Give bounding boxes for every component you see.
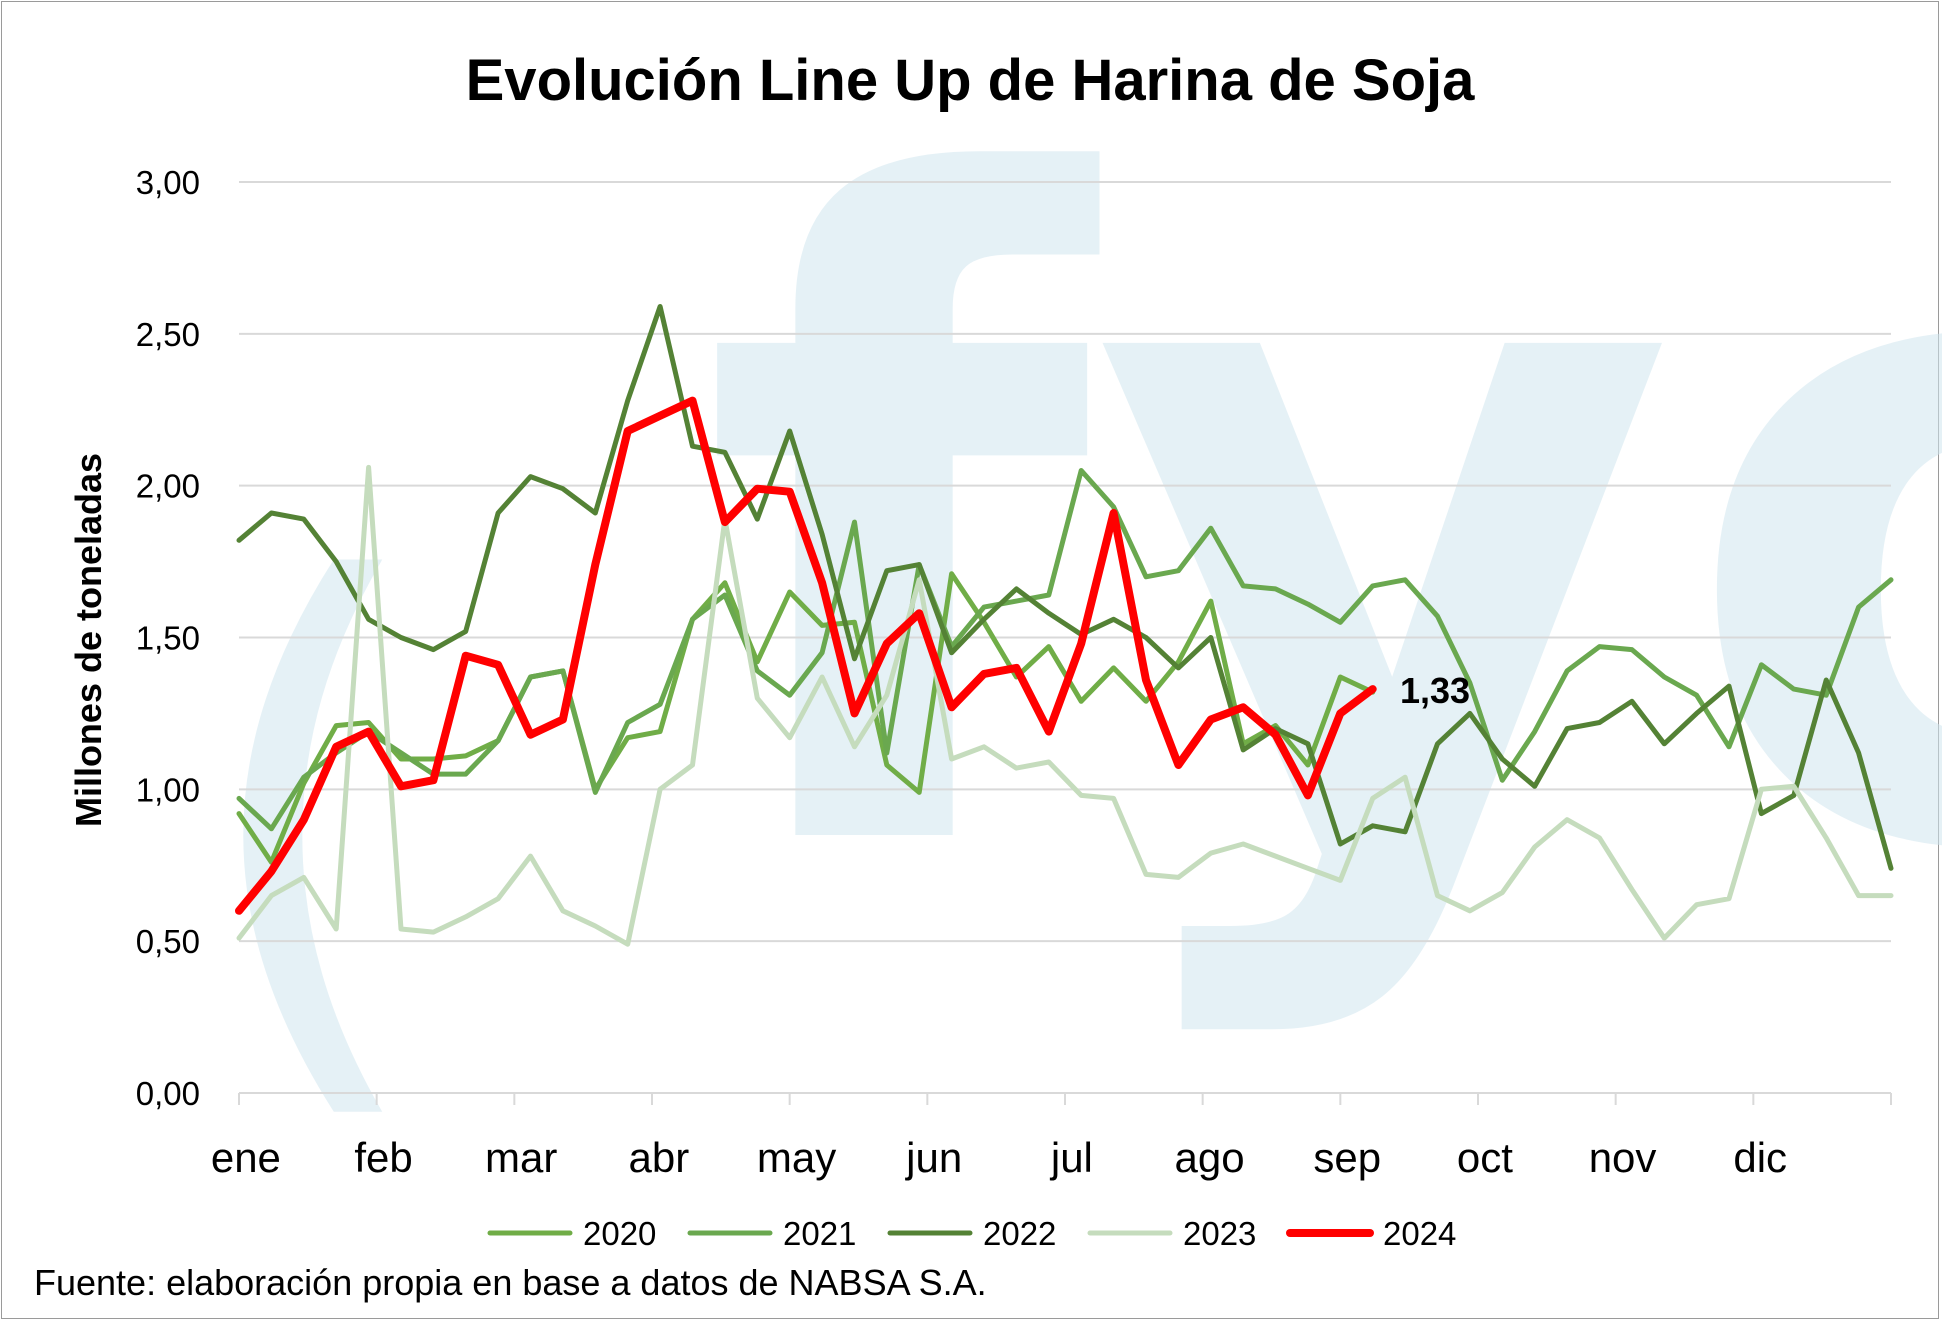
y-tick-label: 0,50: [136, 923, 200, 960]
chart-title: Evolución Line Up de Harina de Soja: [466, 48, 1475, 113]
x-tick-label: abr: [629, 1134, 690, 1181]
y-tick-label: 0,00: [136, 1075, 200, 1112]
legend-label-2021: 2021: [783, 1215, 856, 1252]
y-tick-label: 1,00: [136, 771, 200, 808]
legend: 2020 2021 2022 2023 2024: [487, 1215, 1456, 1252]
legend-label-2023: 2023: [1183, 1215, 1256, 1252]
watermark-logo: ( fyo: [190, 1, 1942, 1177]
x-tick-label: ago: [1175, 1134, 1245, 1181]
y-tick-labels: 0,00 0,50 1,00 1,50 2,00 2,50 3,00: [136, 164, 200, 1112]
series-line-2023: [236, 464, 1894, 947]
x-tick-label: feb: [354, 1134, 412, 1181]
series-line-2024: [235, 396, 1377, 915]
watermark-letters: fyo: [700, 1, 1942, 1048]
y-tick-label: 3,00: [136, 164, 200, 201]
x-tick-label: nov: [1589, 1134, 1657, 1181]
legend-label-2024: 2024: [1383, 1215, 1456, 1252]
y-axis-label: Millones de toneladas: [68, 453, 109, 827]
x-tick-labels: ene feb mar abr may jun jul ago sep oct nov dic: [211, 1134, 1787, 1181]
x-tick-label: oct: [1457, 1134, 1513, 1181]
series-line-2020: [236, 571, 1376, 865]
legend-label-2020: 2020: [583, 1215, 656, 1252]
x-tick-label: ene: [211, 1134, 281, 1181]
x-tick-label: jul: [1049, 1134, 1093, 1181]
series-lines: [235, 304, 1894, 947]
y-tick-label: 2,50: [136, 316, 200, 353]
y-tick-label: 2,00: [136, 468, 200, 505]
x-tick-label: jun: [904, 1134, 962, 1181]
last-value-label: 1,33: [1400, 670, 1470, 711]
x-tick-label: sep: [1313, 1134, 1381, 1181]
gridlines: [239, 181, 1891, 943]
axes: [238, 1092, 1892, 1105]
series-line-2022: [236, 304, 1894, 871]
x-tick-label: dic: [1733, 1134, 1787, 1181]
x-tick-label: mar: [485, 1134, 557, 1181]
y-tick-label: 1,50: [136, 620, 200, 657]
x-tick-label: may: [757, 1134, 836, 1181]
source-note: Fuente: elaboración propia en base a dat…: [34, 1262, 987, 1303]
legend-label-2022: 2022: [983, 1215, 1056, 1252]
